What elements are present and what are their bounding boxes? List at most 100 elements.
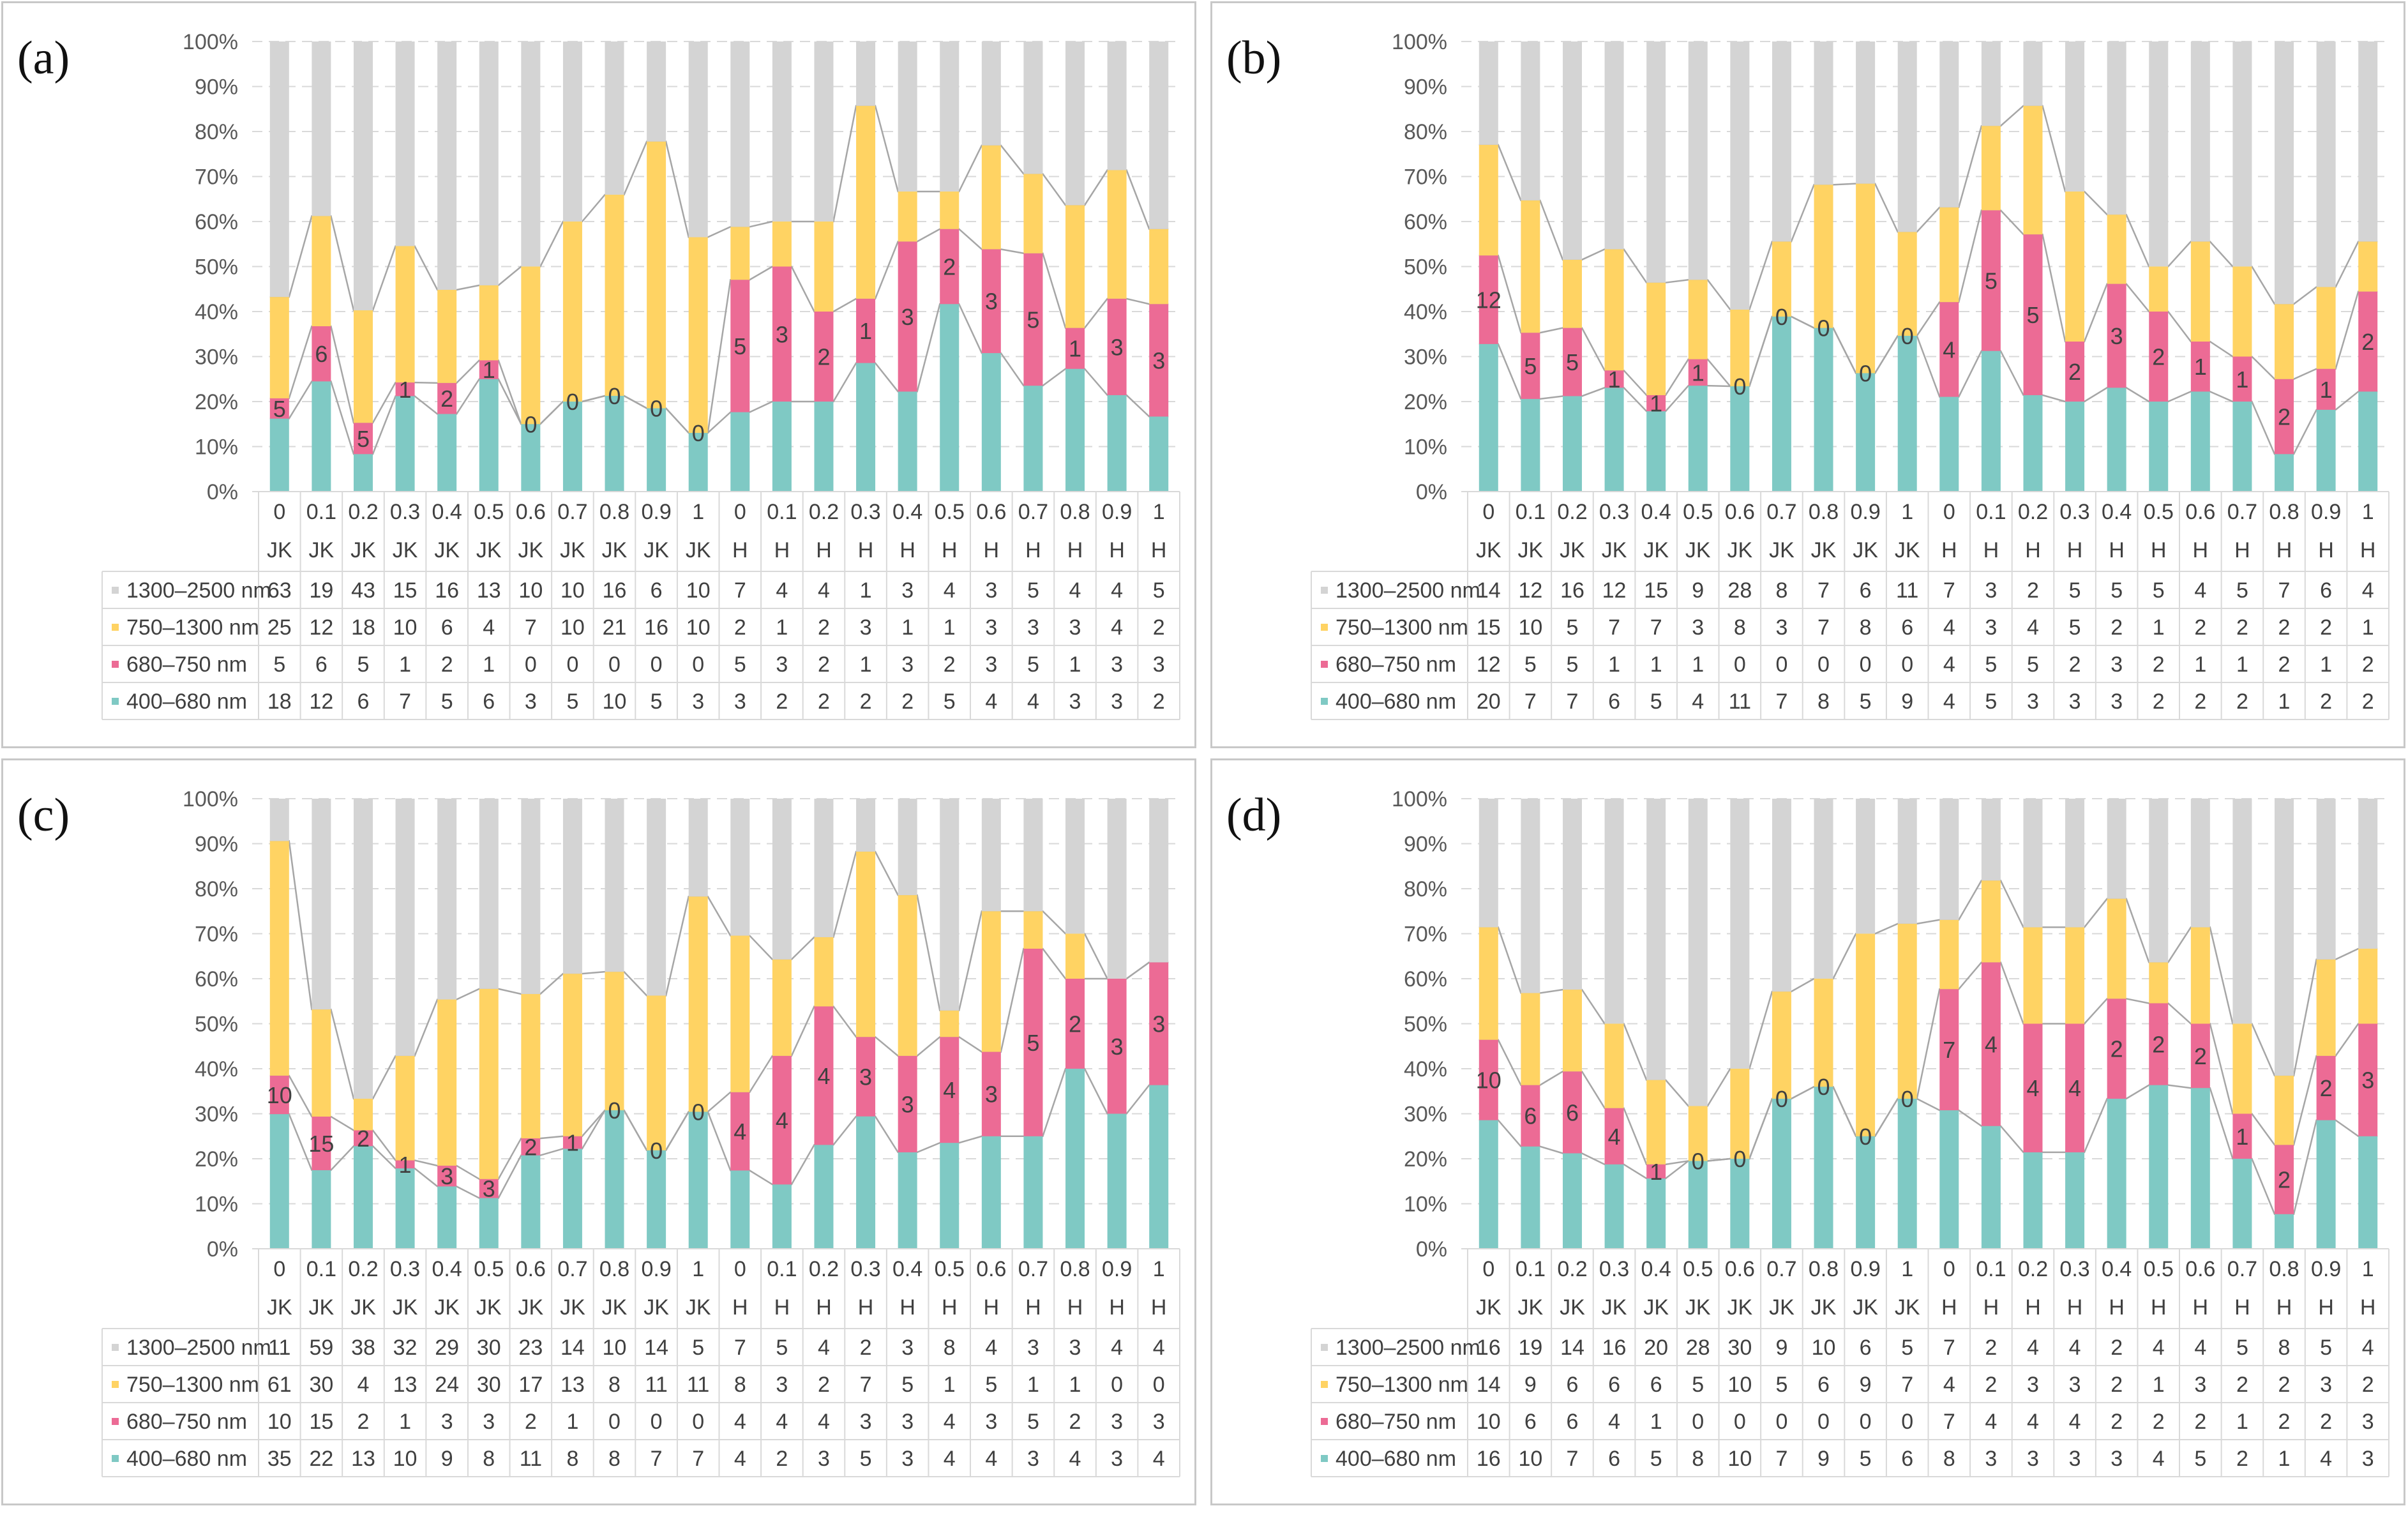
series-line-400–680 nm (1479, 315, 2378, 455)
table-cell: 2 (2236, 1447, 2248, 1471)
bar-segment (2065, 799, 2085, 928)
y-tick-label: 40% (195, 1057, 238, 1081)
group-label: H (2067, 538, 2083, 562)
table-cell: 3 (734, 689, 746, 714)
bar-segment (1856, 933, 1876, 1136)
data-table: 0 JK 0.1 JK 0.2 JK 0.3 JK 0.4 JK 0.5 JK 0.6 JK 0.7 JK 0.… (1311, 491, 2389, 720)
table-cell: 1 (2278, 1447, 2291, 1471)
bar-segment (1939, 919, 1959, 990)
table-cell: 63 (267, 578, 292, 603)
bar-segment (2190, 927, 2210, 1024)
bar-segment (1521, 200, 1540, 333)
table-cell: 28 (1686, 1336, 1710, 1360)
category-label: 1 (1901, 500, 1913, 524)
y-tick-label: 40% (1404, 300, 1447, 324)
table-cell: 2 (818, 1373, 830, 1397)
y-tick-label: 10% (195, 1193, 238, 1217)
bar-segment (395, 246, 415, 383)
table-cell: 3 (901, 1447, 914, 1471)
data-label: 2 (2068, 359, 2081, 385)
table-cell: 2 (2278, 652, 2291, 677)
bar-segment (1730, 799, 1750, 1069)
y-tick-label: 10% (1404, 435, 1447, 460)
table-cell: 1 (1027, 1373, 1039, 1397)
series-line-750–1300 nm (1479, 879, 2378, 1107)
group-label: H (1941, 538, 1957, 562)
chart-panel-a: (a) 0% 10% 20% 30% 40% 50% 60% 70% 80% 90% 100% 5 6 5 1… (1, 1, 1196, 748)
data-label: 10 (1476, 1067, 1501, 1094)
table-cell: 1 (1608, 652, 1620, 677)
table-cell: 5 (2236, 578, 2248, 603)
group-label: JK (309, 538, 335, 562)
bar-segment (312, 1009, 331, 1117)
table-cell: 0 (1775, 1410, 1787, 1434)
bar-segment (730, 935, 750, 1092)
table-cell: 25 (267, 615, 292, 640)
table-cell: 6 (1901, 1447, 1913, 1471)
legend-label: 1300–2500 nm (126, 1336, 271, 1360)
table-cell: 5 (357, 652, 370, 677)
table-cell: 2 (2111, 1336, 2123, 1360)
bar-segment (856, 105, 876, 299)
chart-svg-d: (d)0%10%20%30%40%50%60%70%80%90%100%106 6… (1226, 787, 2389, 1477)
table-cell: 8 (1860, 615, 1872, 640)
group-label: JK (1769, 1295, 1795, 1320)
bar-segment (647, 408, 666, 492)
category-label: 0.8 (1060, 500, 1090, 524)
bar-segment (2107, 1099, 2126, 1249)
table-cell: 6 (1860, 1336, 1872, 1360)
group-label: JK (1853, 1295, 1878, 1320)
chart-svg-c: (c)0%10%20%30%40%50%60%70%80%90%100%1015… (17, 787, 1180, 1477)
bar-segment (940, 1037, 959, 1143)
group-label: H (2109, 1295, 2125, 1320)
table-cell: 1 (2236, 652, 2248, 677)
group-label: H (899, 1295, 915, 1320)
table-cell: 16 (435, 578, 459, 603)
table-cell: 14 (1560, 1336, 1584, 1360)
table-cell: 5 (1567, 652, 1579, 677)
bar-segment (730, 1170, 750, 1249)
bar-segment (269, 297, 289, 398)
bar-segment (2232, 402, 2252, 492)
bar-segment (521, 41, 541, 267)
series-line-400–680 nm (269, 1067, 1169, 1199)
category-label: 0 (273, 500, 285, 524)
table-cell: 2 (2194, 615, 2206, 640)
bar-segment (2316, 799, 2336, 960)
table-cell: 4 (1943, 689, 1955, 714)
bar-segment (2358, 391, 2378, 492)
data-label: 2 (2320, 1075, 2333, 1101)
series-line-680–750 nm (269, 228, 1169, 434)
table-cell: 8 (1734, 615, 1746, 640)
bar-segment (395, 1168, 415, 1249)
data-label: 1 (399, 1152, 412, 1178)
bar-segment (772, 41, 792, 222)
bar-segment (2107, 898, 2126, 999)
table-cell: 2 (441, 652, 453, 677)
table-cell: 4 (2027, 1410, 2039, 1434)
bar-segment (1646, 1080, 1666, 1164)
series-line-680–750 nm (1479, 209, 2378, 396)
bar-segment (1521, 41, 1540, 200)
bar-segment (2107, 998, 2126, 1099)
table-cell: 0 (651, 652, 663, 677)
bar-segment (1023, 1136, 1043, 1249)
category-label: 0.4 (2102, 500, 2132, 524)
series-line-750–1300 nm (269, 840, 1169, 1100)
group-label: JK (643, 1295, 669, 1320)
bar-segment (521, 1155, 541, 1249)
legend-swatch (1321, 624, 1328, 631)
group-label: H (816, 538, 832, 562)
bar-segment (1479, 1120, 1498, 1249)
bar-segment (730, 227, 750, 280)
data-label: 1 (2320, 377, 2333, 403)
data-table: 0 JK 0.1 JK 0.2 JK 0.3 JK 0.4 JK 0.5 JK 0.6 JK 0.7 JK 0.… (1311, 1248, 2389, 1477)
bar-segment (2232, 799, 2252, 1024)
bar-segment (772, 799, 792, 960)
category-label: 0 (734, 500, 746, 524)
table-cell: 0 (1901, 1410, 1913, 1434)
y-tick-label: 50% (1404, 1013, 1447, 1037)
bar-segment (1981, 799, 2001, 881)
bar-segment (1521, 993, 1540, 1085)
bar-segment (1065, 933, 1085, 979)
